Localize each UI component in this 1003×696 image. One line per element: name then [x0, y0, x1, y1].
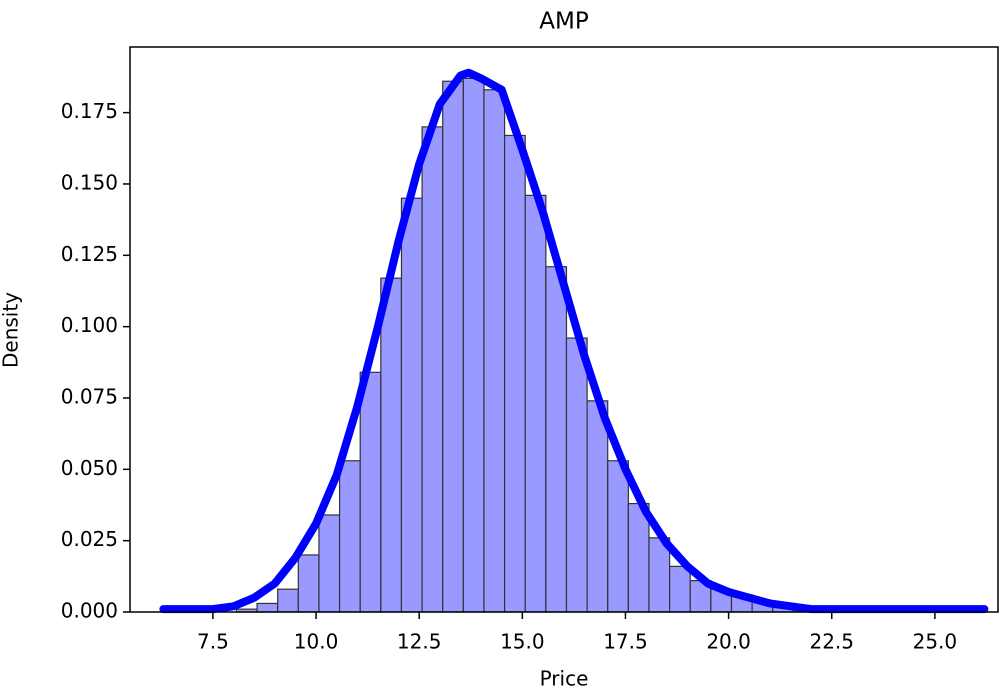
x-axis-label: Price: [540, 667, 589, 691]
x-tick-label: 20.0: [706, 630, 751, 654]
y-axis-label: Density: [0, 292, 23, 368]
histogram-bar: [421, 126, 444, 613]
histogram-bar: [607, 460, 629, 613]
x-tick-label: 7.5: [197, 630, 229, 654]
y-tick-label: 0.100: [61, 313, 118, 337]
x-tick-label: 10.0: [294, 630, 339, 654]
histogram-bar: [503, 134, 526, 613]
x-tick-label: 17.5: [603, 630, 648, 654]
y-tick-label: 0.025: [61, 527, 118, 551]
chart-title: AMP: [539, 9, 589, 35]
y-tick-label: 0.150: [61, 170, 118, 194]
histogram-bar: [462, 77, 485, 613]
plot-frame: [129, 46, 999, 613]
y-tick-label: 0.000: [61, 599, 118, 623]
y-tick-label: 0.175: [61, 99, 118, 123]
histogram-bar: [400, 197, 423, 613]
histogram-bar: [565, 337, 588, 613]
y-tick-label: 0.050: [61, 456, 118, 480]
kde-line: [159, 68, 989, 614]
x-tick-label: 25.0: [913, 630, 958, 654]
histogram-bar: [627, 502, 650, 613]
histogram-bar: [442, 80, 464, 613]
histogram-bar: [338, 460, 361, 613]
histogram-bar: [318, 514, 341, 613]
y-tick-label: 0.125: [61, 242, 118, 266]
histogram-bar: [545, 266, 568, 613]
histogram-bar: [586, 400, 609, 613]
histogram-bar: [277, 588, 299, 613]
histogram-bar: [524, 194, 547, 613]
histogram-bar: [256, 602, 279, 613]
histogram-bar: [669, 565, 691, 613]
x-tick-label: 15.0: [500, 630, 545, 654]
x-tick-label: 22.5: [809, 630, 854, 654]
histogram-bar: [359, 371, 382, 613]
x-tick-label: 12.5: [397, 630, 442, 654]
histogram-bar: [297, 554, 320, 613]
histogram-bar: [483, 89, 506, 613]
histogram-bar: [380, 277, 403, 613]
y-tick-label: 0.075: [61, 384, 118, 408]
